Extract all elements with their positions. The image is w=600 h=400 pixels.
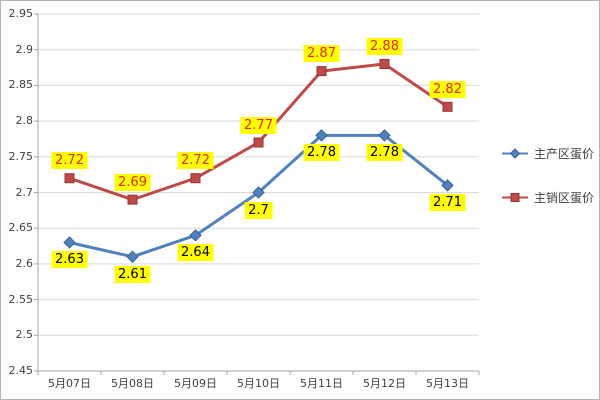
marker-diamond-icon	[378, 129, 391, 142]
marker-square-icon	[316, 66, 327, 77]
series-line-1	[69, 62, 449, 202]
marker-square-icon	[442, 101, 453, 112]
marker-diamond-icon	[189, 229, 202, 242]
marker-square-icon	[64, 173, 75, 184]
marker-square-icon	[253, 137, 264, 148]
marker-diamond-icon	[252, 186, 265, 199]
marker-diamond-icon	[126, 250, 139, 263]
marker-square-icon	[127, 194, 138, 205]
marker-square-icon	[379, 58, 390, 69]
marker-diamond-icon	[63, 236, 76, 249]
marker-square-icon	[190, 173, 201, 184]
marker-diamond-icon	[441, 179, 454, 192]
marker-diamond-icon	[315, 129, 328, 142]
